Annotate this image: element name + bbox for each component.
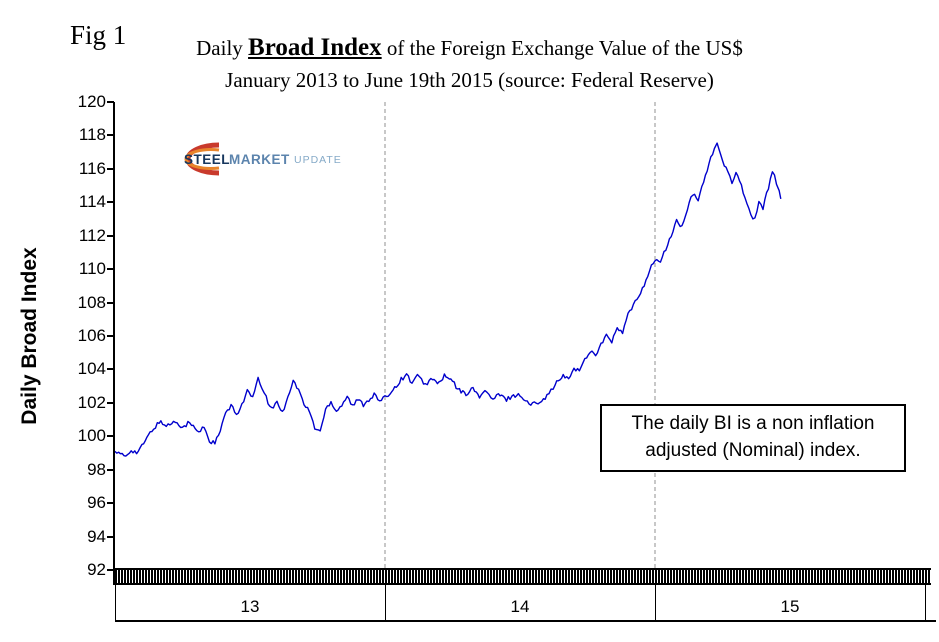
y-tick-mark — [107, 167, 114, 170]
y-tick-mark — [107, 234, 114, 237]
x-boundary-tick — [384, 585, 386, 621]
plot-area — [115, 102, 782, 570]
steel-market-update-logo: STEEL MARKET UPDATE — [165, 141, 355, 179]
logo-graphic: STEEL MARKET UPDATE — [184, 142, 342, 176]
broad-index-line — [115, 142, 782, 457]
chart-subtitle: January 2013 to June 19th 2015 (source: … — [225, 68, 714, 92]
y-tick-label: 94 — [87, 526, 106, 546]
y-tick-label: 108 — [77, 292, 106, 312]
x-axis-daily-tick-band — [115, 568, 931, 585]
x-boundary-tick — [654, 585, 656, 621]
logo-word-steel: STEEL — [184, 152, 230, 167]
y-tick-label: 106 — [77, 326, 106, 345]
y-tick-label: 116 — [78, 158, 106, 178]
y-tick-label: 118 — [78, 125, 106, 145]
annotation-box: The daily BI is a non inflation adjusted… — [600, 404, 906, 473]
y-tick-mark — [107, 268, 114, 271]
y-tick-mark — [107, 569, 114, 571]
y-tick-label: 114 — [78, 192, 106, 212]
y-tick-mark — [107, 201, 114, 204]
annotation-line-1: The daily BI is a non inflation — [631, 413, 875, 434]
y-tick-label: 96 — [87, 493, 106, 513]
y-tick-label: 102 — [77, 392, 106, 412]
y-tick-mark — [107, 134, 114, 137]
y-tick-label: 100 — [77, 426, 106, 446]
y-tick-label: 104 — [77, 359, 106, 379]
y-tick-label: 110 — [78, 259, 106, 279]
y-tick-mark — [107, 502, 114, 505]
logo-swoosh-inner-icon — [184, 148, 220, 170]
logo-word-update: UPDATE — [294, 154, 342, 166]
logo-word-market: MARKET — [229, 152, 290, 167]
chart-title-prefix: Daily — [196, 36, 249, 60]
annotation-line-2: adjusted (Nominal) index. — [645, 439, 861, 461]
chart-title-emphasis: Broad Index — [248, 34, 382, 61]
y-tick-mark — [107, 401, 114, 404]
x-tick-label: 14 — [510, 597, 530, 616]
y-tick-mark — [107, 101, 114, 103]
x-boundary-tick — [114, 585, 116, 621]
x-axis-bottom-line — [115, 620, 936, 622]
y-tick-mark — [107, 301, 114, 304]
y-tick-label: 92 — [87, 560, 106, 579]
x-tick-label: 13 — [240, 597, 260, 616]
chart-title-suffix: of the Foreign Exchange Value of the US$ — [381, 36, 743, 60]
y-tick-label: 98 — [87, 459, 106, 479]
y-tick-mark — [107, 335, 114, 337]
y-axis-line — [113, 102, 115, 585]
y-tick-mark — [107, 368, 114, 371]
y-tick-label: 112 — [78, 225, 106, 245]
y-axis-title: Daily Broad Index — [18, 247, 41, 425]
y-tick-label: 120 — [77, 92, 106, 111]
x-tick-label: 15 — [780, 597, 800, 616]
x-boundary-tick — [924, 585, 926, 621]
y-tick-mark — [107, 468, 114, 471]
y-tick-mark — [107, 535, 114, 538]
chart-title: Daily Broad Index of the Foreign Exchang… — [0, 34, 939, 62]
y-tick-mark — [107, 435, 114, 438]
figure-number: Fig 1 — [70, 20, 127, 50]
logo-swoosh-outer-icon — [185, 142, 220, 176]
